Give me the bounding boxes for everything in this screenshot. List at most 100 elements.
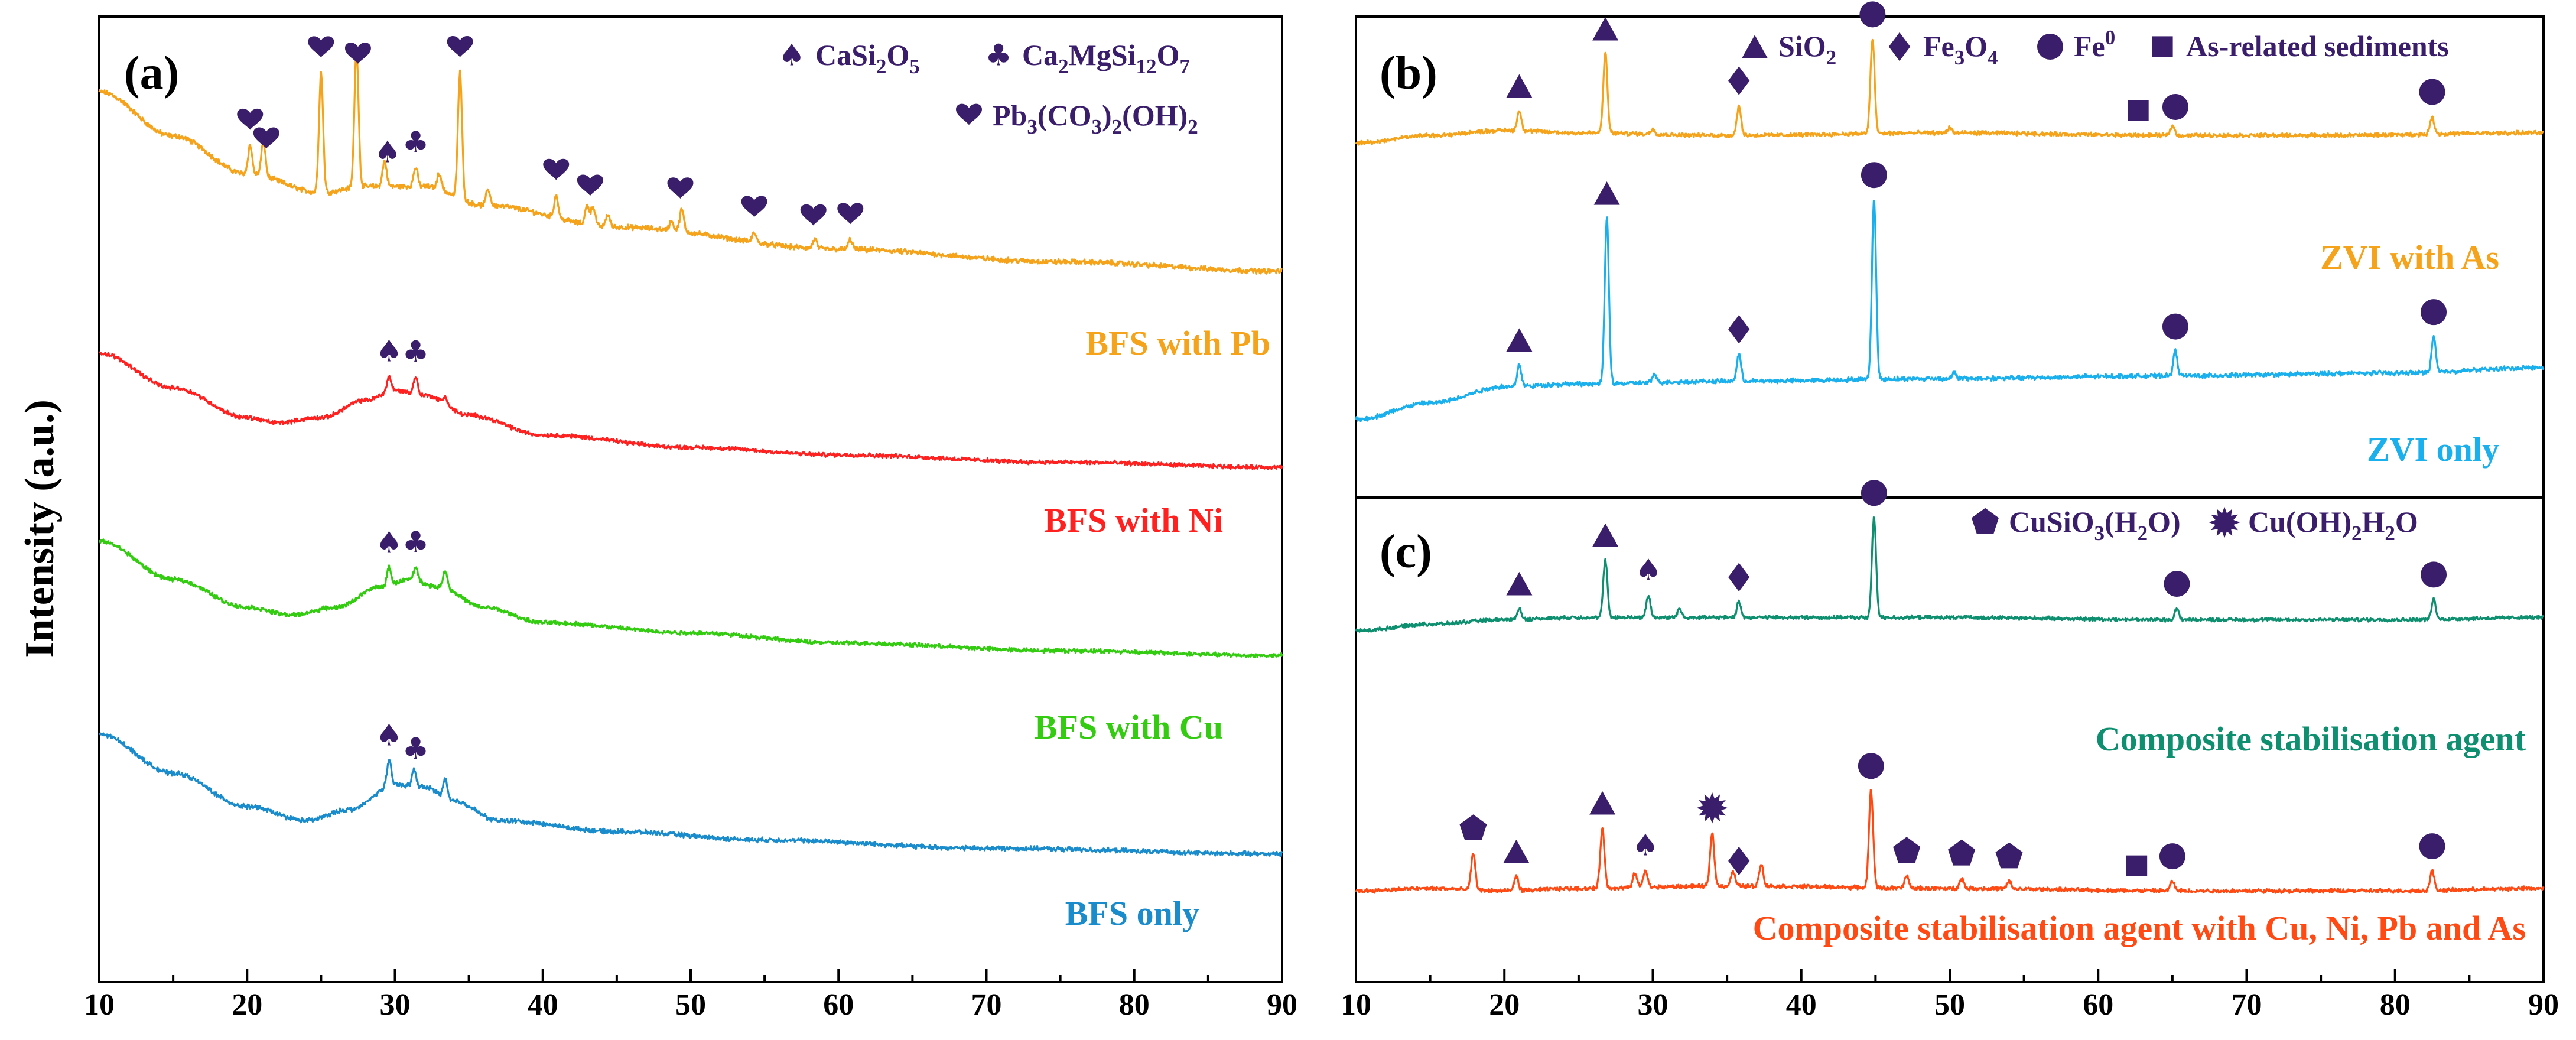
x-tick-label: 30 — [1638, 988, 1668, 1022]
legend-diamond-icon — [1888, 32, 1911, 61]
x-tick-label: 50 — [1934, 988, 1965, 1022]
marker-star-icon — [1696, 792, 1728, 824]
marker-circle-icon — [2162, 313, 2188, 340]
legend-item: As-related sediments — [2152, 30, 2449, 63]
marker-triangle-icon — [1592, 17, 1619, 41]
legend-item: ♣ Ca2MgSi12O7 — [985, 38, 1190, 78]
legend-label: Ca2MgSi12O7 — [1022, 38, 1190, 78]
y-axis-label: Intensity (a.u.) — [17, 399, 63, 658]
marker-circle-icon — [1861, 162, 1887, 188]
marker-heart-icon — [344, 43, 371, 64]
x-tick-label: 60 — [2083, 988, 2113, 1022]
marker-heart-icon — [253, 127, 279, 149]
series-line — [99, 351, 1283, 470]
marker-circle-icon — [2421, 561, 2447, 588]
x-tick-label: 90 — [2528, 988, 2559, 1022]
x-tick-label: 10 — [1341, 988, 1371, 1022]
marker-pentagon-icon — [1893, 837, 1921, 863]
marker-circle-icon — [1858, 753, 1884, 779]
marker-club-icon: ♣ — [402, 731, 429, 766]
series-label: BFS with Cu — [1035, 708, 1223, 746]
marker-square-icon — [2126, 855, 2148, 876]
x-tick-label: 70 — [2232, 988, 2262, 1022]
panel-label: (c) — [1380, 526, 1432, 578]
x-tick-label: 80 — [1119, 988, 1150, 1022]
marker-circle-icon — [2164, 571, 2190, 597]
marker-club-icon: ♣ — [402, 334, 429, 369]
marker-triangle-icon — [1503, 839, 1530, 863]
x-tick-label: 50 — [675, 988, 706, 1022]
legend-item: ♠ CaSi2O5 — [778, 38, 919, 78]
legend-label: Fe3O4 — [1923, 30, 1998, 69]
series-line — [99, 732, 1283, 857]
legend-spade-icon: ♠ — [778, 38, 805, 73]
legend-item: Fe0 — [2037, 26, 2115, 63]
x-tick-label: 70 — [971, 988, 1002, 1022]
marker-square-icon — [2128, 100, 2149, 121]
marker-triangle-icon — [1506, 571, 1533, 596]
marker-circle-icon — [2419, 833, 2445, 860]
series-label: Composite stabilisation agent with Cu, N… — [1753, 909, 2526, 947]
panels: (a) 10 20 30 40 50 60 70 80 90 ♠ CaSi2O5 ♣ Ca2MgSi12O… — [84, 1, 2559, 1022]
x-tick-label: 60 — [823, 988, 854, 1022]
marker-triangle-icon — [1506, 74, 1533, 98]
marker-heart-icon — [741, 196, 767, 217]
legend-heart-icon — [956, 103, 982, 125]
marker-circle-icon — [2159, 843, 2185, 870]
marker-club-icon: ♣ — [402, 125, 429, 160]
marker-heart-icon — [577, 174, 603, 196]
panel-c: (c) 10 20 30 40 50 60 70 80 90 CuSiO3(H2O) Cu(OH)2H… — [1341, 480, 2559, 1022]
marker-heart-icon — [543, 158, 570, 180]
marker-pentagon-icon — [1459, 814, 1487, 840]
marker-heart-icon — [308, 36, 334, 58]
marker-pentagon-icon — [1995, 842, 2023, 869]
legend-item: Cu(OH)2H2O — [2209, 505, 2418, 545]
marker-heart-icon — [667, 177, 694, 199]
marker-circle-icon — [2162, 93, 2188, 120]
series-label: BFS with Ni — [1044, 501, 1223, 540]
marker-triangle-icon — [1592, 523, 1619, 547]
marker-circle-icon — [1859, 1, 1886, 28]
series-line — [99, 538, 1283, 658]
x-tick-label: 30 — [380, 988, 411, 1022]
legend-label: Fe0 — [2074, 26, 2115, 63]
marker-diamond-icon — [1728, 66, 1750, 95]
marker-triangle-icon — [1589, 791, 1616, 815]
marker-spade-icon: ♠ — [374, 135, 401, 170]
series-label: BFS only — [1065, 894, 1199, 932]
legend-label: As-related sediments — [2186, 30, 2449, 63]
x-tick-label: 90 — [1267, 988, 1297, 1022]
series-line — [1355, 789, 2545, 894]
panel-label: (b) — [1380, 47, 1437, 99]
marker-club-icon: ♣ — [402, 525, 429, 560]
marker-pentagon-icon — [1948, 839, 1976, 866]
series-line — [1355, 516, 2544, 633]
legend-label: CuSiO3(H2O) — [2009, 505, 2181, 545]
x-tick-label: 40 — [1786, 988, 1817, 1022]
marker-triangle-icon — [1593, 181, 1620, 205]
marker-spade-icon: ♠ — [376, 525, 402, 560]
legend-item: Pb3(CO3)2(OH)2 — [956, 99, 1198, 138]
series-line — [1355, 200, 2545, 422]
series-label: Composite stabilisation agent — [2096, 720, 2526, 758]
series-line — [1355, 38, 2544, 146]
marker-heart-icon — [837, 203, 864, 225]
marker-diamond-icon — [1728, 846, 1750, 876]
marker-spade-icon: ♠ — [376, 334, 402, 369]
marker-heart-icon — [447, 35, 473, 57]
series-line — [98, 47, 1283, 275]
marker-heart-icon — [800, 204, 827, 226]
legend-label: Cu(OH)2H2O — [2248, 505, 2418, 545]
marker-heart-icon — [237, 108, 264, 130]
legend-label: CaSi2O5 — [815, 38, 920, 78]
series-label: BFS with Pb — [1085, 324, 1270, 362]
marker-diamond-icon — [1728, 563, 1750, 592]
legend-item: CuSiO3(H2O) — [1972, 505, 2181, 545]
marker-diamond-icon — [1728, 314, 1750, 344]
marker-triangle-icon — [1506, 328, 1533, 352]
panel-label: (a) — [124, 47, 179, 99]
x-tick-label: 40 — [528, 988, 558, 1022]
legend-star-icon — [2209, 506, 2240, 538]
series-label: ZVI with As — [2320, 238, 2499, 277]
